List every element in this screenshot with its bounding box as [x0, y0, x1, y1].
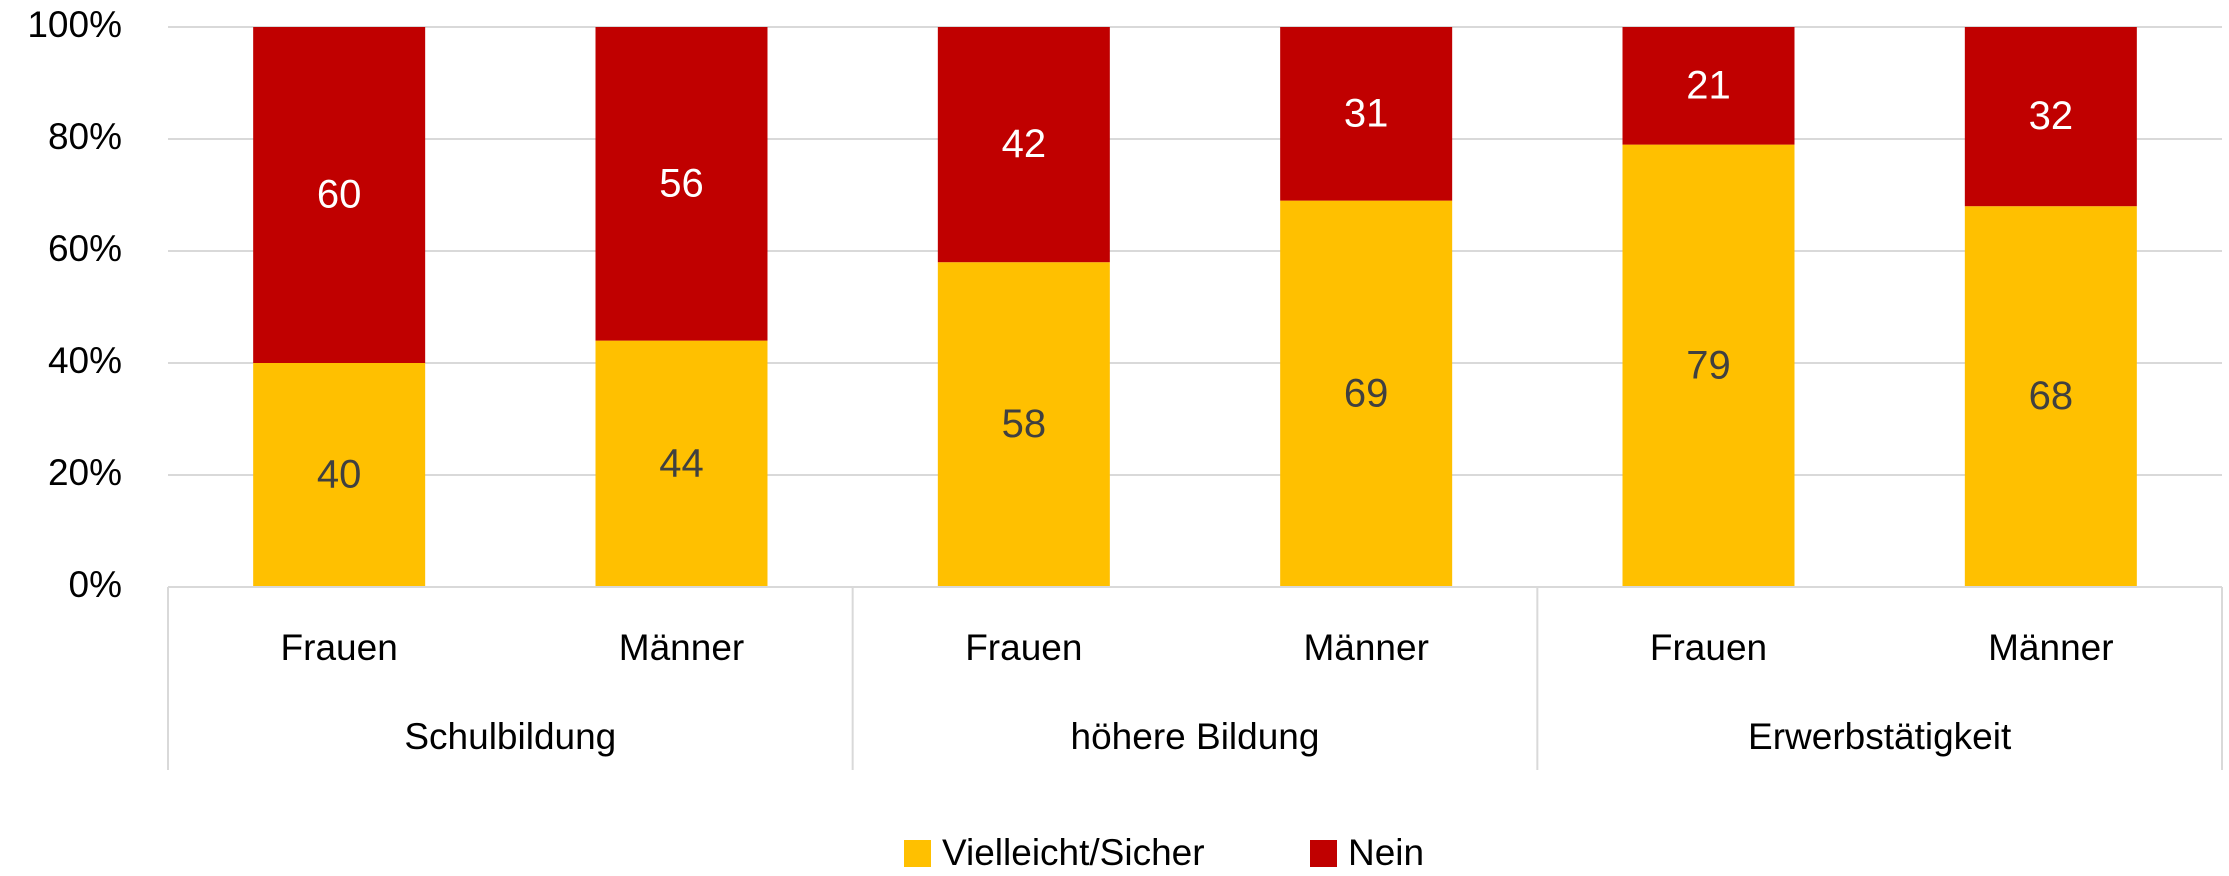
bar-segment — [1964, 27, 2137, 207]
y-tick-label: 80% — [48, 116, 122, 157]
bar-segment — [1280, 200, 1453, 587]
group-label: Erwerbstätigkeit — [1748, 716, 2012, 757]
data-label: 58 — [1002, 402, 1047, 446]
y-tick-label: 0% — [69, 564, 122, 605]
data-label: 40 — [317, 453, 362, 497]
legend-label: Vielleicht/Sicher — [942, 832, 1205, 873]
x-tick-label: Männer — [1988, 627, 2113, 668]
data-label: 31 — [1344, 91, 1389, 135]
legend-swatch — [904, 840, 931, 867]
data-label: 21 — [1686, 63, 1731, 107]
y-tick-label: 60% — [48, 228, 122, 269]
bar-segment — [595, 27, 768, 341]
bar-segment — [1622, 27, 1795, 145]
data-label: 60 — [317, 173, 362, 217]
bar-segment — [253, 363, 426, 587]
bar-segment — [1964, 206, 2137, 587]
data-label: 68 — [2029, 374, 2074, 418]
y-tick-label: 20% — [48, 452, 122, 493]
data-label: 32 — [2029, 94, 2074, 138]
group-label: Schulbildung — [404, 716, 616, 757]
bar-segment — [937, 262, 1110, 587]
legend-swatch — [1310, 840, 1337, 867]
bar-segment — [1622, 144, 1795, 587]
data-label: 69 — [1344, 371, 1389, 415]
x-tick-label: Frauen — [965, 627, 1082, 668]
bar-segment — [937, 27, 1110, 263]
data-label: 42 — [1002, 122, 1047, 166]
bar-segment — [595, 340, 768, 587]
x-tick-label: Männer — [619, 627, 744, 668]
data-label: 56 — [659, 161, 704, 205]
data-label: 79 — [1686, 343, 1731, 387]
y-tick-label: 100% — [27, 4, 122, 45]
x-tick-label: Frauen — [1650, 627, 1767, 668]
x-tick-label: Frauen — [281, 627, 398, 668]
bar-segment — [253, 27, 426, 363]
group-label: höhere Bildung — [1071, 716, 1320, 757]
data-label: 44 — [659, 441, 704, 485]
x-tick-label: Männer — [1303, 627, 1428, 668]
legend-label: Nein — [1348, 832, 1424, 873]
bar-segment — [1280, 27, 1453, 201]
y-tick-label: 40% — [48, 340, 122, 381]
